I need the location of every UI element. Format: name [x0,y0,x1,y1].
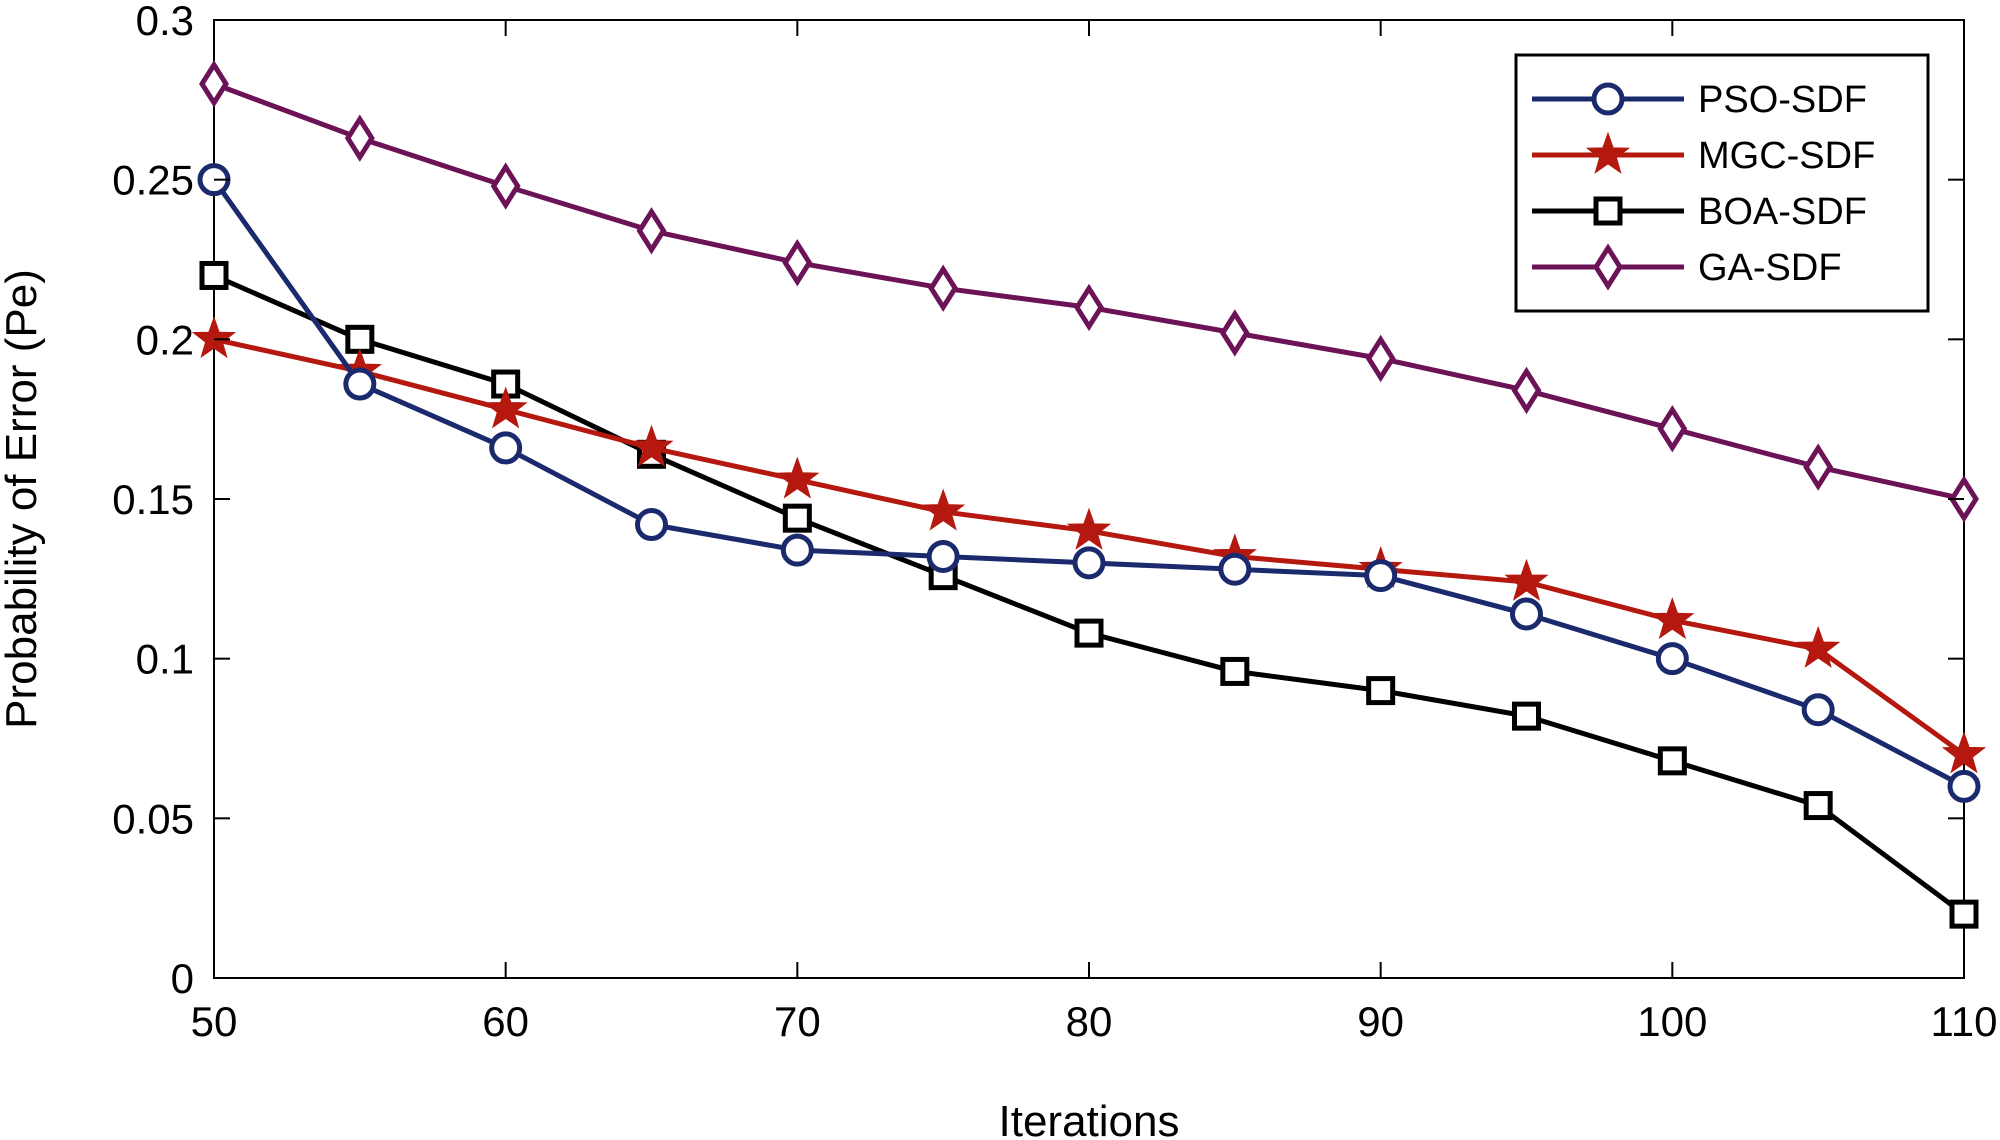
series-mgc-sdf [191,316,1987,774]
data-point-mgc-sdf [1650,597,1695,640]
data-point-ga-sdf [1219,309,1250,357]
data-point-ga-sdf [928,264,959,312]
data-point-pso-sdf [489,431,523,465]
data-point-pso-sdf [1364,559,1398,593]
data-point-mgc-sdf [629,424,674,467]
legend-item-ga-sdf: GA-SDF [1532,243,1842,291]
data-point-ga-sdf [1657,405,1688,453]
data-point-pso-sdf [635,508,668,542]
data-point-mgc-sdf [775,456,820,499]
data-point-ga-sdf [199,60,229,108]
y-tick-label: 0.1 [136,636,194,683]
data-point-pso-sdf [1801,693,1835,727]
data-point-mgc-sdf [483,386,528,429]
legend-label: PSO-SDF [1698,79,1867,121]
data-point-pso-sdf [926,539,960,573]
data-point-pso-sdf [780,533,814,567]
x-tick-label: 90 [1357,998,1404,1045]
data-point-boa-sdf [199,260,229,290]
series-ga-sdf [199,60,1979,523]
legend-marker-pso-sdf [1591,82,1625,116]
y-tick-label: 0.05 [112,795,194,842]
data-point-pso-sdf [343,367,377,401]
data-point-boa-sdf [1657,746,1687,776]
legend-label: MGC-SDF [1698,135,1875,177]
data-point-mgc-sdf [1796,625,1841,668]
legend-label: BOA-SDF [1698,191,1867,233]
x-tick-label: 100 [1637,998,1707,1045]
legend-marker-ga-sdf [1593,243,1623,291]
x-tick-label: 110 [1931,998,1998,1045]
data-point-pso-sdf [1947,769,1981,803]
series-pso-sdf [197,163,1981,803]
legend-item-mgc-sdf: MGC-SDF [1532,131,1875,177]
data-point-pso-sdf [1072,546,1106,580]
data-point-boa-sdf [1074,618,1104,648]
data-point-pso-sdf [1655,642,1689,676]
data-point-boa-sdf [1220,656,1250,686]
data-point-pso-sdf [1218,552,1252,586]
x-tick-label: 50 [191,998,238,1045]
data-point-boa-sdf [345,324,375,354]
data-point-mgc-sdf [1504,558,1549,601]
data-point-mgc-sdf [1066,507,1112,550]
y-axis-label: Probability of Error (Pe) [0,269,46,729]
y-tick-label: 0.3 [136,0,194,44]
x-tick-label: 70 [774,998,821,1045]
y-axis-ticks: 0 0.05 0.1 0.15 0.2 0.25 0.3 [112,0,1964,1002]
data-point-ga-sdf [344,114,375,162]
legend-label: GA-SDF [1698,247,1842,289]
data-point-boa-sdf [1366,676,1396,706]
legend-marker-mgc-sdf [1585,131,1631,174]
data-point-mgc-sdf [191,316,237,359]
data-point-mgc-sdf [921,488,966,531]
data-point-boa-sdf [1949,899,1979,929]
y-tick-label: 0.25 [112,157,194,204]
series-boa-sdf [199,260,1979,929]
data-point-boa-sdf [1803,791,1833,821]
data-point-ga-sdf [1803,443,1834,491]
data-point-ga-sdf [1511,366,1542,415]
data-point-ga-sdf [490,162,521,210]
data-point-boa-sdf [782,503,812,533]
data-point-ga-sdf [782,239,813,287]
legend-item-pso-sdf: PSO-SDF [1532,79,1867,121]
x-tick-label: 80 [1066,998,1113,1045]
data-point-boa-sdf [1512,701,1541,731]
legend-marker-boa-sdf [1593,196,1623,226]
data-point-pso-sdf [1510,597,1543,631]
data-point-ga-sdf [1365,334,1396,383]
x-axis-ticks: 50 60 70 80 90 100 110 [191,20,1998,1045]
y-tick-label: 0.2 [136,316,194,363]
data-point-ga-sdf [1074,283,1104,332]
legend: PSO-SDF MGC-SDF BOA-SDF GA-SDF [1514,53,1930,313]
y-tick-label: 0 [171,955,194,1002]
x-axis-label: Iterations [999,1097,1180,1140]
data-point-mgc-sdf [1941,731,1987,774]
data-point-ga-sdf [636,207,667,255]
y-tick-label: 0.15 [112,476,194,523]
legend-item-boa-sdf: BOA-SDF [1532,191,1867,233]
series-layer [191,60,1987,929]
x-tick-label: 60 [482,998,529,1045]
series-line-boa-sdf [212,273,1966,917]
